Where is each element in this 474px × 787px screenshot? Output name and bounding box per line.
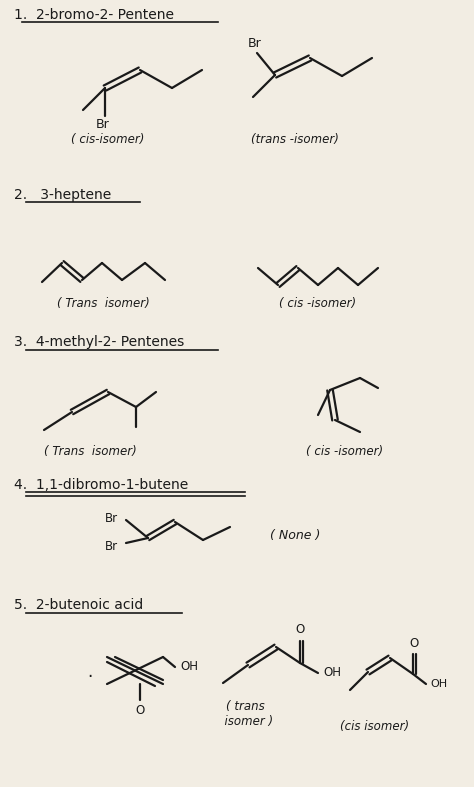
Text: 2.   3-heptene: 2. 3-heptene — [14, 188, 111, 202]
Text: O: O — [295, 623, 305, 636]
Text: ( None ): ( None ) — [270, 529, 320, 541]
Text: Br: Br — [105, 512, 118, 524]
Text: Br: Br — [96, 118, 110, 131]
Text: 1.  2-bromo-2- Pentene: 1. 2-bromo-2- Pentene — [14, 8, 174, 22]
Text: O: O — [136, 704, 145, 717]
Text: ( cis -isomer): ( cis -isomer) — [306, 445, 383, 458]
Text: Br: Br — [248, 37, 262, 50]
Text: (cis isomer): (cis isomer) — [340, 720, 410, 733]
Text: OH: OH — [180, 660, 198, 674]
Text: ( cis -isomer): ( cis -isomer) — [280, 297, 356, 310]
Text: .: . — [87, 663, 92, 681]
Text: ( cis-isomer): ( cis-isomer) — [71, 133, 145, 146]
Text: 3.  4-methyl-2- Pentenes: 3. 4-methyl-2- Pentenes — [14, 335, 184, 349]
Text: 5.  2-butenoic acid: 5. 2-butenoic acid — [14, 598, 143, 612]
Text: (trans -isomer): (trans -isomer) — [251, 133, 339, 146]
Text: 4.  1,1-dibromo-1-butene: 4. 1,1-dibromo-1-butene — [14, 478, 188, 492]
Text: OH: OH — [323, 667, 341, 679]
Text: O: O — [410, 637, 419, 650]
Text: Br: Br — [105, 540, 118, 552]
Text: ( Trans  isomer): ( Trans isomer) — [44, 445, 137, 458]
Text: OH: OH — [430, 679, 447, 689]
Text: ( Trans  isomer): ( Trans isomer) — [56, 297, 149, 310]
Text: ( trans
  isomer ): ( trans isomer ) — [217, 700, 273, 728]
